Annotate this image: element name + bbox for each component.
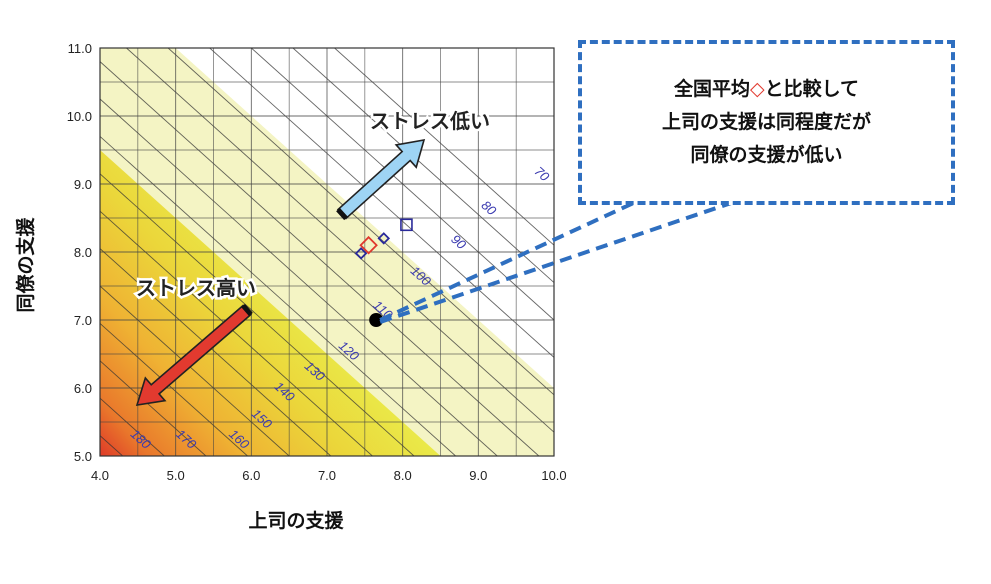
x-tick-label: 7.0: [318, 468, 336, 483]
diamond-legend-icon: ◇: [749, 78, 765, 100]
y-tick-label: 11.0: [68, 41, 92, 56]
x-tick-label: 9.0: [469, 468, 487, 483]
high-stress-label: ストレス高い: [136, 276, 256, 300]
x-tick-label: 8.0: [394, 468, 412, 483]
contour-line: [126, 48, 554, 433]
contour-line: [100, 285, 290, 456]
callout-line-1: 全国平均◇と比較して: [674, 73, 859, 106]
high-stress-arrow-tail: [241, 303, 253, 317]
x-tick-label: 5.0: [167, 468, 185, 483]
x-axis-title: 上司の支援: [248, 509, 344, 532]
contour-line: [100, 397, 165, 456]
contour-line: [100, 248, 332, 456]
plot-border: [99, 47, 555, 457]
data-points: [354, 198, 741, 327]
contour-line: [100, 435, 124, 456]
y-axis-title: 同僚の支援: [14, 217, 37, 313]
contour-line: [100, 136, 456, 456]
contour-line: [100, 173, 415, 456]
target-point: [369, 313, 384, 327]
grid: [99, 47, 555, 457]
y-tick-label: 8.0: [74, 245, 92, 260]
callout-text: と比較して: [764, 78, 860, 100]
contour-line: [100, 323, 248, 456]
high-stress-arrow: [135, 304, 253, 406]
national-average-point: [359, 235, 378, 255]
contour-line: [209, 48, 554, 358]
blue-diamond-a-point: [377, 232, 391, 245]
callout-leader-line: [379, 198, 741, 324]
axis-ticks: 4.0 5.0 6.0 7.0 8.0 9.0 10.0 5.0 6.0 7.0 8.0 9.0 10.…: [67, 41, 567, 483]
callout-leader-line: [379, 198, 641, 322]
contour-line: [334, 48, 554, 246]
x-tick-label: 10.0: [541, 468, 566, 483]
blue-square-point: [400, 218, 413, 232]
contour-line: [100, 98, 498, 456]
blue-diamond-b-point: [354, 247, 368, 260]
callout-text: 全国平均: [673, 78, 750, 100]
low-stress-arrow-tail: [336, 207, 348, 221]
low-stress-label: ストレス低い: [370, 109, 490, 133]
contour-line: [100, 61, 540, 456]
y-tick-label: 6.0: [74, 381, 92, 396]
callout-line-3: 同僚の支援が低い: [690, 144, 843, 166]
y-tick-label: 5.0: [74, 449, 92, 464]
y-tick-label: 9.0: [74, 177, 92, 192]
callout-box: 全国平均◇と比較して 上司の支援は同程度だが 同僚の支援が低い: [578, 40, 955, 205]
y-tick-label: 7.0: [74, 313, 92, 328]
contour-line: [167, 48, 554, 396]
callout-line-2: 上司の支援は同程度だが: [661, 111, 871, 133]
contour-line: [292, 48, 554, 283]
x-tick-label: 6.0: [242, 468, 260, 483]
low-stress-arrow: [336, 138, 426, 220]
y-tick-label: 10.0: [67, 109, 92, 124]
band-high-stress: [100, 150, 441, 456]
contour-line: [100, 360, 207, 456]
x-tick-label: 4.0: [91, 468, 109, 483]
